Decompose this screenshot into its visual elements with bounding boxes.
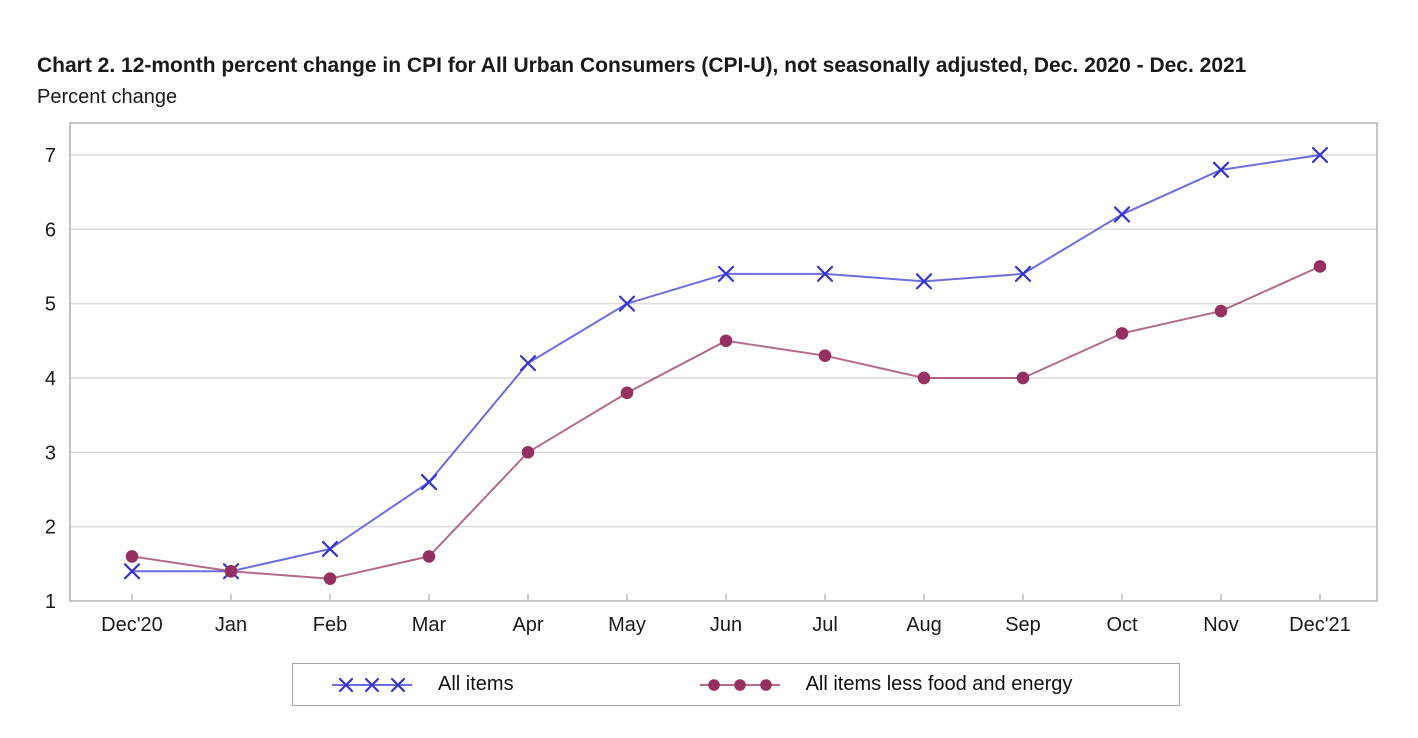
x-marker: [519, 355, 537, 372]
x-tick-label: Jan: [215, 614, 247, 636]
x-tick-label: Mar: [412, 614, 447, 636]
x-tick-label: Jun: [710, 614, 742, 636]
circle-marker: [224, 564, 238, 578]
x-tick-label: Aug: [906, 614, 942, 636]
y-axis-unit-label: Percent change: [37, 86, 178, 108]
series-line: [131, 265, 1321, 580]
y-tick-label: 2: [45, 517, 56, 539]
circle-marker: [1016, 371, 1030, 385]
legend-circle-marker: [759, 678, 772, 691]
x-marker: [420, 473, 438, 491]
x-marker: [1014, 265, 1032, 283]
x-tick-label: Apr: [512, 614, 543, 636]
x-tick-label: Sep: [1005, 614, 1041, 636]
legend-x-marker: [390, 677, 406, 692]
x-tick-label: Dec'21: [1289, 614, 1351, 636]
legend-x-marker: [338, 677, 354, 692]
circle-marker: [1214, 304, 1228, 318]
circle-marker: [125, 550, 139, 563]
legend-label-all-items: All items: [438, 673, 514, 695]
circle-marker: [818, 349, 832, 362]
legend: All items All items less food and energy: [292, 663, 1180, 706]
x-marker: [915, 273, 933, 290]
x-tick-label: Dec'20: [101, 614, 163, 636]
y-tick-label: 7: [45, 145, 56, 167]
circle-marker: [1313, 260, 1327, 273]
y-tick-label: 6: [45, 219, 56, 241]
y-tick-label: 1: [45, 591, 56, 613]
plot-border: [69, 122, 1378, 602]
series-line: [132, 153, 1321, 573]
x-marker: [1311, 146, 1329, 164]
x-marker: [321, 540, 339, 558]
circle-marker: [422, 550, 436, 563]
y-tick-label: 5: [45, 294, 56, 316]
x-tick-label: Feb: [313, 614, 347, 636]
x-tick-label: Jul: [812, 614, 838, 636]
legend-item-core: All items less food and energy: [698, 673, 1073, 696]
legend-item-all-items: All items: [330, 673, 514, 696]
legend-circle-marker: [733, 678, 746, 691]
x-tick-label: Oct: [1106, 614, 1138, 636]
x-marker: [1113, 206, 1131, 223]
legend-label-core: All items less food and energy: [805, 673, 1073, 695]
legend-x-marker: [364, 677, 380, 692]
x-marker: [618, 295, 636, 312]
circle-marker: [1115, 327, 1129, 340]
x-tick-label: May: [608, 614, 646, 636]
circle-marker: [521, 446, 535, 459]
x-marker: [1212, 161, 1230, 178]
circle-marker: [323, 572, 337, 585]
x-marker: [816, 265, 834, 283]
circle-marker: [917, 371, 931, 385]
chart-title: Chart 2. 12-month percent change in CPI …: [37, 54, 1247, 77]
core-line-swatch: [699, 678, 780, 691]
all-items-line-swatch: [332, 677, 412, 692]
y-tick-label: 4: [45, 368, 56, 390]
circle-marker: [719, 334, 733, 348]
x-marker: [717, 265, 735, 283]
y-tick-label: 3: [45, 442, 56, 464]
x-tick-label: Nov: [1203, 614, 1239, 636]
x-marker: [123, 563, 141, 580]
circle-marker: [620, 386, 634, 400]
legend-circle-marker: [707, 678, 720, 691]
